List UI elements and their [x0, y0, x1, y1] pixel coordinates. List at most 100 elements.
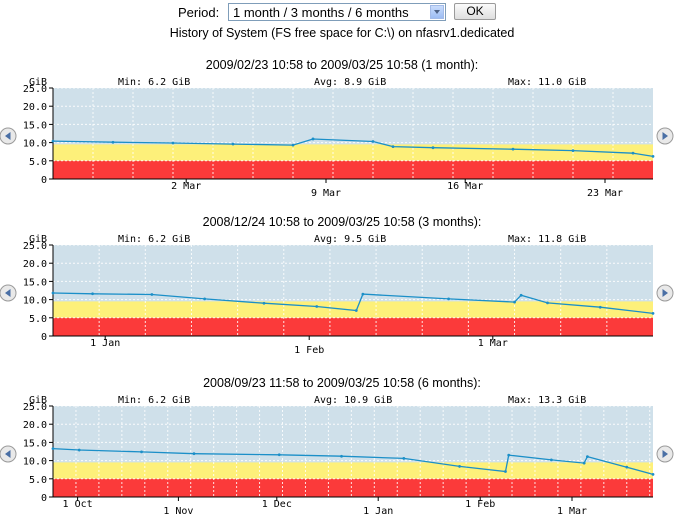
- y-tick-label: 0: [41, 175, 47, 186]
- data-point: [51, 447, 55, 450]
- prev-period-button[interactable]: [0, 284, 17, 302]
- critical-band: [53, 478, 653, 497]
- data-point: [631, 151, 635, 155]
- y-tick-label: 5.0: [29, 314, 47, 325]
- y-tick-label: 25.0: [23, 402, 47, 413]
- warning-band: [53, 144, 653, 161]
- x-tick-label: 1 Mar: [478, 338, 508, 349]
- x-tick-label: 16 Mar: [447, 181, 483, 192]
- y-tick-label: 25.0: [23, 241, 47, 252]
- data-point: [262, 301, 266, 305]
- max-stat: Max: 11.8 GiB: [508, 234, 586, 245]
- x-tick-label: 1 Oct: [63, 499, 93, 510]
- data-point: [111, 140, 115, 144]
- data-point: [519, 293, 523, 297]
- right-arrow-icon: [662, 132, 668, 140]
- x-tick-label: 1 Jan: [90, 338, 120, 349]
- data-point: [651, 473, 655, 476]
- period-form: Period: 1 month / 3 months / 6 months OK: [0, 3, 684, 23]
- ok-button[interactable]: OK: [454, 3, 496, 20]
- x-tick-label: 1 Jan: [363, 506, 393, 517]
- data-point: [171, 141, 175, 145]
- data-point: [586, 455, 589, 458]
- x-tick-label: 23 Mar: [587, 188, 623, 199]
- data-point: [140, 450, 143, 454]
- x-tick-label: 1 Dec: [262, 499, 292, 510]
- x-tick-label: 1 Feb: [294, 345, 324, 356]
- period-select[interactable]: 1 month / 3 months / 6 months: [228, 3, 446, 21]
- min-stat: Min: 6.2 GiB: [118, 395, 190, 406]
- x-tick-label: 1 Feb: [465, 499, 495, 510]
- chart-2: 2008/12/24 10:58 to 2009/03/25 10:58 (3 …: [0, 215, 674, 356]
- data-point: [192, 452, 196, 456]
- y-unit-label: GiB: [29, 234, 47, 245]
- y-tick-label: 5.0: [29, 475, 47, 486]
- data-point: [598, 305, 602, 309]
- data-point: [431, 146, 435, 150]
- chart-title: 2009/02/23 10:58 to 2009/03/25 10:58 (1 …: [206, 58, 478, 72]
- y-tick-label: 20.0: [23, 102, 47, 113]
- y-tick-label: 10.0: [23, 139, 47, 150]
- y-tick-label: 20.0: [23, 259, 47, 270]
- chart-title: 2008/12/24 10:58 to 2009/03/25 10:58 (3 …: [203, 215, 482, 229]
- data-point: [625, 465, 629, 469]
- data-point: [504, 470, 507, 473]
- right-arrow-icon: [662, 450, 668, 458]
- data-point: [91, 292, 94, 296]
- chart-3: 2008/09/23 11:58 to 2009/03/25 10:58 (6 …: [0, 376, 674, 517]
- period-select-value: 1 month / 3 months / 6 months: [233, 5, 409, 20]
- data-point: [291, 143, 295, 147]
- y-unit-label: GiB: [29, 77, 47, 88]
- avg-stat: Avg: 9.5 GiB: [314, 234, 386, 245]
- data-point: [311, 137, 315, 141]
- period-label: Period:: [178, 5, 220, 20]
- history-title: History of System (FS free space for C:\…: [169, 26, 515, 40]
- data-point: [51, 291, 55, 295]
- y-tick-label: 15.0: [23, 438, 47, 449]
- data-point: [571, 149, 575, 153]
- right-arrow-icon: [662, 289, 668, 297]
- data-point: [511, 147, 515, 151]
- data-point: [361, 292, 365, 296]
- x-tick-label: 2 Mar: [171, 181, 201, 192]
- left-arrow-icon: [5, 450, 11, 458]
- data-point: [582, 461, 586, 465]
- y-tick-label: 0: [41, 332, 47, 343]
- y-tick-label: 5.0: [29, 157, 47, 168]
- data-point: [546, 301, 549, 305]
- data-point: [51, 139, 55, 143]
- data-point: [458, 465, 461, 468]
- data-point: [150, 293, 154, 296]
- chevron-down-icon[interactable]: [430, 5, 444, 19]
- data-point: [371, 140, 375, 143]
- y-tick-label: 10.0: [23, 296, 47, 307]
- data-point: [651, 312, 655, 315]
- data-point: [507, 453, 511, 457]
- x-tick-label: 1 Mar: [557, 506, 587, 517]
- left-arrow-icon: [5, 289, 11, 297]
- data-point: [651, 155, 655, 158]
- data-point: [203, 297, 207, 301]
- chart-title: 2008/09/23 11:58 to 2009/03/25 10:58 (6 …: [203, 376, 481, 390]
- next-period-button[interactable]: [656, 284, 674, 302]
- left-arrow-icon: [5, 132, 11, 140]
- prev-period-button[interactable]: [0, 127, 17, 145]
- chart-1: 2009/02/23 10:58 to 2009/03/25 10:58 (1 …: [0, 58, 674, 199]
- series-line: [52, 292, 654, 315]
- x-tick-label: 1 Nov: [163, 506, 193, 517]
- y-tick-label: 15.0: [23, 120, 47, 131]
- avg-stat: Avg: 10.9 GiB: [314, 395, 392, 406]
- data-point: [391, 145, 395, 149]
- max-stat: Max: 11.0 GiB: [508, 77, 586, 88]
- next-period-button[interactable]: [656, 445, 674, 463]
- data-point: [447, 297, 451, 301]
- data-point: [340, 454, 343, 458]
- next-period-button[interactable]: [656, 127, 674, 145]
- critical-band: [53, 160, 653, 179]
- prev-period-button[interactable]: [0, 445, 17, 463]
- max-stat: Max: 13.3 GiB: [508, 395, 586, 406]
- data-point: [354, 309, 358, 312]
- data-point: [513, 300, 516, 304]
- data-point: [231, 142, 235, 146]
